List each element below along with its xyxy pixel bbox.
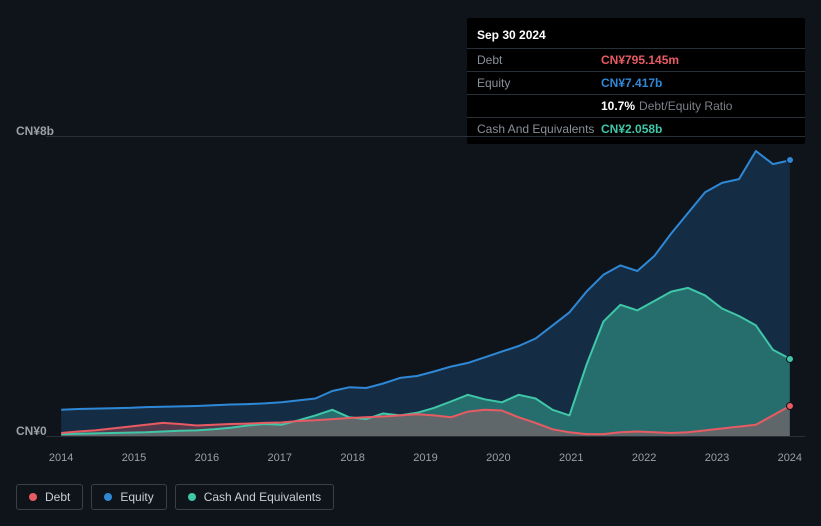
tooltip-row: 10.7%Debt/Equity Ratio xyxy=(467,94,805,117)
tooltip-row-label: Debt xyxy=(477,52,601,68)
legend-item-equity[interactable]: Equity xyxy=(91,484,166,510)
x-axis-label: 2014 xyxy=(49,452,73,464)
tooltip-row-label: Equity xyxy=(477,75,601,91)
y-axis-min-label: CN¥0 xyxy=(16,424,47,438)
gridline-bottom xyxy=(46,436,805,437)
x-axis-label: 2018 xyxy=(340,452,364,464)
x-axis-label: 2016 xyxy=(195,452,219,464)
legend-swatch-icon xyxy=(188,493,196,501)
legend-swatch-icon xyxy=(29,493,37,501)
financial-chart: CN¥8b CN¥0 20142015201620172018201920202… xyxy=(16,128,805,444)
series-end-marker-equity xyxy=(786,156,794,164)
legend-item-debt[interactable]: Debt xyxy=(16,484,83,510)
tooltip-row-sublabel: Debt/Equity Ratio xyxy=(639,99,732,113)
x-axis-label: 2017 xyxy=(268,452,292,464)
tooltip-row-label xyxy=(477,98,601,114)
tooltip-row: DebtCN¥795.145m xyxy=(467,48,805,71)
legend-label: Debt xyxy=(45,490,70,504)
chart-plot[interactable] xyxy=(46,136,805,436)
legend-label: Equity xyxy=(120,490,153,504)
series-end-marker-debt xyxy=(786,402,794,410)
chart-container: Sep 30 2024 DebtCN¥795.145mEquityCN¥7.41… xyxy=(0,0,821,526)
tooltip-row-value: CN¥7.417b xyxy=(601,75,795,91)
tooltip-date: Sep 30 2024 xyxy=(467,26,805,48)
x-axis-label: 2019 xyxy=(413,452,437,464)
series-end-marker-cash-and-equivalents xyxy=(786,355,794,363)
data-tooltip: Sep 30 2024 DebtCN¥795.145mEquityCN¥7.41… xyxy=(467,18,805,144)
x-axis-label: 2024 xyxy=(778,452,802,464)
x-axis-label: 2015 xyxy=(122,452,146,464)
legend-swatch-icon xyxy=(104,493,112,501)
x-axis-label: 2022 xyxy=(632,452,656,464)
tooltip-row-value: 10.7%Debt/Equity Ratio xyxy=(601,98,795,114)
tooltip-row: EquityCN¥7.417b xyxy=(467,71,805,94)
x-axis-label: 2023 xyxy=(705,452,729,464)
x-axis-label: 2021 xyxy=(559,452,583,464)
tooltip-row-value: CN¥795.145m xyxy=(601,52,795,68)
chart-legend: Debt Equity Cash And Equivalents xyxy=(16,484,334,510)
legend-item-cash-and-equivalents[interactable]: Cash And Equivalents xyxy=(175,484,334,510)
x-axis-label: 2020 xyxy=(486,452,510,464)
legend-label: Cash And Equivalents xyxy=(204,490,321,504)
